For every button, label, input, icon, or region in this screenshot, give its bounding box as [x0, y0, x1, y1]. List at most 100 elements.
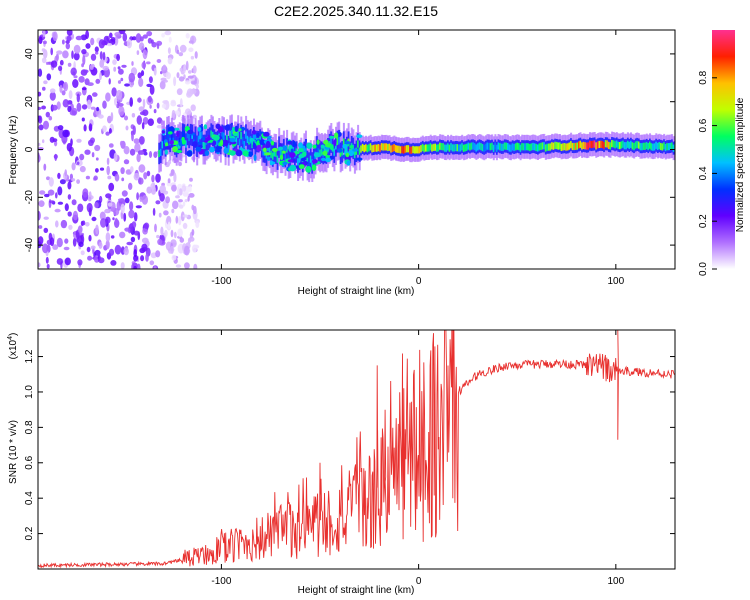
noise-blob — [126, 241, 133, 246]
noise-blob — [112, 217, 115, 221]
noise-blob — [191, 204, 195, 211]
spectral-core — [548, 143, 550, 151]
noise-blob — [102, 65, 109, 71]
noise-blob — [147, 118, 154, 126]
spectral-blob — [229, 138, 236, 143]
noise-blob — [49, 91, 56, 101]
noise-blob — [177, 187, 180, 197]
spectral-core — [338, 137, 341, 145]
spectral-core — [436, 144, 438, 152]
noise-blob — [167, 159, 172, 165]
spectral-core — [221, 131, 224, 139]
spectral-core — [210, 130, 213, 138]
spectral-core — [491, 142, 494, 150]
spectral-core — [481, 144, 484, 152]
noise-blob — [107, 115, 112, 124]
spectral-blob — [235, 149, 243, 157]
noise-blob — [156, 59, 162, 63]
spectral-core — [538, 143, 541, 151]
noise-blob — [59, 179, 66, 185]
noise-blob — [178, 161, 182, 167]
noise-blob — [142, 227, 148, 235]
noise-blob — [170, 245, 174, 254]
spectral-core — [271, 152, 274, 160]
spectral-blob — [345, 152, 350, 158]
spectral-core — [671, 142, 674, 150]
noise-blob — [131, 131, 134, 142]
spectral-blob — [249, 137, 254, 143]
noise-blob — [75, 35, 83, 41]
x-tick-label: 0 — [416, 576, 422, 587]
noise-blob — [110, 37, 116, 42]
noise-blob — [133, 172, 140, 181]
noise-blob — [108, 248, 115, 256]
spectral-blob — [312, 159, 318, 164]
noise-blob — [169, 173, 173, 177]
spectral-core — [279, 150, 282, 158]
noise-blob — [88, 197, 92, 202]
noise-blob — [79, 153, 85, 161]
noise-blob — [134, 143, 141, 153]
noise-blob — [184, 245, 190, 256]
spectral-blob — [320, 157, 326, 162]
snr-multiplier-exp: 4 — [7, 336, 14, 340]
noise-blob — [87, 82, 94, 86]
spectral-core — [308, 159, 311, 167]
spectral-blob — [176, 149, 183, 154]
spectral-core — [297, 158, 300, 166]
noise-blob — [56, 101, 61, 110]
noise-blob — [41, 57, 47, 64]
noise-blob — [129, 148, 136, 156]
spectral-core — [571, 142, 574, 151]
noise-blob — [166, 215, 172, 225]
spectral-core — [374, 144, 377, 152]
noise-blob — [95, 78, 101, 84]
spectral-core — [525, 143, 528, 151]
noise-blob — [148, 151, 153, 158]
spectral-core — [379, 144, 382, 152]
spectral-blob — [329, 144, 334, 151]
spectral-blob — [333, 139, 337, 147]
noise-blob — [68, 224, 73, 230]
noise-blob — [39, 190, 46, 195]
noise-blob — [165, 72, 171, 80]
noise-blob — [125, 125, 129, 131]
noise-blob — [102, 51, 106, 61]
spectral-core — [301, 158, 304, 166]
noise-blob — [44, 193, 50, 198]
spectral-core — [437, 144, 440, 152]
noise-blob — [137, 97, 142, 103]
spectral-core — [634, 141, 637, 149]
noise-blob — [47, 189, 55, 196]
noise-blob — [149, 104, 152, 109]
spectral-core — [182, 130, 184, 138]
spectral-core — [533, 143, 536, 151]
spectral-core — [336, 137, 339, 146]
noise-blob — [128, 72, 136, 83]
noise-blob — [138, 77, 144, 87]
noise-blob — [71, 178, 76, 182]
spectral-core — [614, 141, 617, 149]
noise-blob — [38, 68, 43, 77]
spectral-core — [486, 142, 489, 150]
spectral-core — [341, 148, 344, 156]
spectral-core — [333, 148, 336, 156]
noise-blob — [150, 182, 156, 191]
noise-blob — [52, 244, 59, 250]
noise-blob — [72, 79, 79, 88]
noise-blob — [124, 115, 128, 121]
noise-blob — [178, 216, 182, 226]
noise-blob — [123, 159, 130, 165]
spectral-core — [360, 145, 363, 153]
noise-blob — [137, 150, 145, 155]
spectral-core — [429, 143, 432, 151]
spectral-core — [492, 144, 495, 152]
noise-blob — [102, 100, 107, 109]
spectral-core — [204, 141, 207, 149]
spectral-core — [431, 144, 434, 152]
noise-blob — [112, 59, 117, 65]
noise-blob — [105, 92, 111, 102]
spectral-core — [415, 146, 418, 154]
noise-blob — [155, 173, 161, 183]
noise-blob — [183, 63, 187, 74]
